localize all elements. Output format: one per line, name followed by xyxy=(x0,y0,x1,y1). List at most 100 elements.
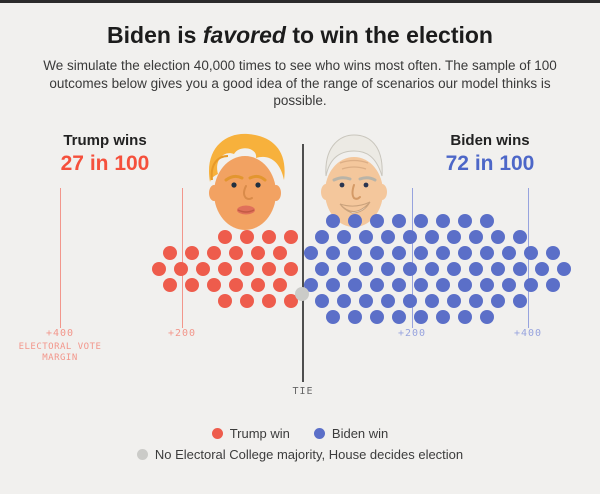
sim-dot-biden xyxy=(337,293,351,308)
candidate-illustrations xyxy=(208,133,387,230)
sim-dot-biden xyxy=(502,277,516,292)
sim-dot-trump xyxy=(273,245,287,260)
sim-dot-biden xyxy=(480,277,494,292)
sim-dot-biden xyxy=(414,245,428,260)
sim-dot-trump xyxy=(229,245,243,260)
sim-dot-trump xyxy=(152,261,166,276)
sim-dot-biden xyxy=(381,261,395,276)
sim-dot-biden xyxy=(370,309,384,324)
tie-dot-icon xyxy=(136,448,148,460)
sim-dot-biden xyxy=(304,245,318,260)
sim-dot-biden xyxy=(403,293,417,308)
sim-dot-biden xyxy=(414,277,428,292)
sim-dot-biden xyxy=(359,261,373,276)
sim-dot-biden xyxy=(557,261,571,276)
sim-dot-biden xyxy=(436,309,450,324)
sim-dot-trump xyxy=(284,229,298,244)
sim-dot-biden xyxy=(414,213,428,228)
sim-dot-trump xyxy=(218,293,232,308)
tick-label-biden-200: +200 xyxy=(397,327,427,339)
legend-item-biden: Biden win xyxy=(313,425,389,441)
sim-dot-biden xyxy=(315,293,329,308)
sim-dot-trump xyxy=(251,245,265,260)
biden-face-illustration xyxy=(321,133,387,227)
sim-dot-biden xyxy=(425,293,439,308)
sim-dot-trump xyxy=(262,261,276,276)
sim-dot-biden xyxy=(370,245,384,260)
sim-dot-trump xyxy=(218,261,232,276)
sim-dot-biden xyxy=(436,277,450,292)
sim-dot-trump xyxy=(174,261,188,276)
trump-wins-label: Trump wins xyxy=(63,131,147,149)
sim-dot-biden xyxy=(447,293,461,308)
sim-dot-biden xyxy=(403,261,417,276)
header: Biden is favored to win the election We … xyxy=(0,3,600,110)
sim-dot-biden xyxy=(326,245,340,260)
gridline-tie xyxy=(302,143,304,382)
trump-annotation: Trump wins 27 in 100 xyxy=(30,132,180,176)
sim-dot-biden xyxy=(403,229,417,244)
sim-dot-biden xyxy=(524,277,538,292)
title-emphasis: favored xyxy=(202,22,286,48)
sim-dot-biden xyxy=(513,261,527,276)
sim-dot-biden xyxy=(480,213,494,228)
sim-dot-trump xyxy=(273,277,287,292)
title-prefix: Biden is xyxy=(107,22,203,48)
sim-dot-biden xyxy=(315,261,329,276)
biden-count: 72 in 100 xyxy=(445,151,535,175)
sim-dot-biden xyxy=(370,213,384,228)
tick-label-tie: TIE xyxy=(292,385,314,397)
sim-dot-biden xyxy=(458,277,472,292)
sim-dot-biden xyxy=(458,309,472,324)
sim-dot-biden xyxy=(436,245,450,260)
sim-dot-biden xyxy=(491,229,505,244)
sim-dot-trump xyxy=(284,293,298,308)
sim-dot-biden xyxy=(425,229,439,244)
sim-dot-biden xyxy=(546,245,560,260)
sim-dot-biden xyxy=(469,229,483,244)
sim-dot-biden xyxy=(337,229,351,244)
legend-row-1: Trump win Biden win xyxy=(0,426,600,441)
legend: Trump win Biden win No Electoral College… xyxy=(0,426,600,462)
gridline-trump-400 xyxy=(59,187,61,328)
sim-dot-biden xyxy=(326,309,340,324)
sim-dot-biden xyxy=(392,213,406,228)
sim-dot-biden xyxy=(458,245,472,260)
sim-dot-biden xyxy=(447,261,461,276)
chart-stage: +400 ELECTORAL VOTE MARGIN +200 TIE +200 +400 xyxy=(0,124,600,416)
sim-dot-biden xyxy=(491,293,505,308)
sim-dot-biden xyxy=(425,261,439,276)
sim-dot-biden xyxy=(315,229,329,244)
sim-dot-biden xyxy=(458,213,472,228)
legend-row-2: No Electoral College majority, House dec… xyxy=(0,447,600,462)
sim-dot-trump xyxy=(284,261,298,276)
gridline-trump-200 xyxy=(181,187,183,328)
sim-dot-biden xyxy=(535,261,549,276)
sim-dot-biden xyxy=(502,245,516,260)
sim-dot-trump xyxy=(229,277,243,292)
trump-dot-icon xyxy=(211,427,223,439)
sim-dot-biden xyxy=(513,293,527,308)
sim-dot-biden xyxy=(392,277,406,292)
sim-dot-biden xyxy=(381,229,395,244)
legend-item-tie: No Electoral College majority, House dec… xyxy=(136,446,464,462)
sim-dot-biden xyxy=(480,309,494,324)
sim-dot-biden xyxy=(359,293,373,308)
sim-dot-biden xyxy=(436,213,450,228)
legend-tie-label: No Electoral College majority, House dec… xyxy=(154,446,464,462)
sim-dot-trump xyxy=(240,261,254,276)
sim-dot-biden xyxy=(392,309,406,324)
sim-dot-biden xyxy=(513,229,527,244)
sim-dot-biden xyxy=(524,245,538,260)
title-suffix: to win the election xyxy=(285,22,493,48)
biden-wins-label: Biden wins xyxy=(450,131,530,149)
sim-dot-biden xyxy=(348,309,362,324)
sim-dot-trump xyxy=(218,229,232,244)
sim-dot-biden xyxy=(348,213,362,228)
legend-biden-label: Biden win xyxy=(331,425,389,441)
sim-dot-trump xyxy=(163,245,177,260)
sim-dot-biden xyxy=(491,261,505,276)
sim-dot-biden xyxy=(326,277,340,292)
gridline-biden-200 xyxy=(411,187,413,328)
